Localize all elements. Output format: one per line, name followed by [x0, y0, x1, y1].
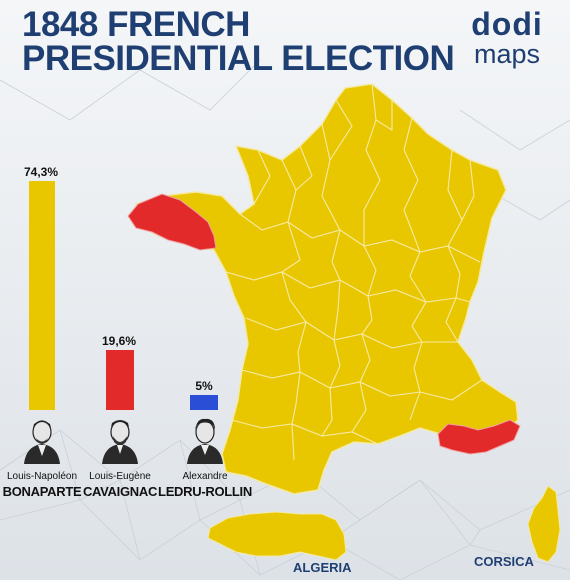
ledru-rollin-first-name: Alexandre: [182, 471, 228, 482]
bonaparte-percent-label: 74,3%: [23, 165, 59, 179]
department-borders: [225, 83, 483, 461]
cavaignac-bar: [106, 350, 134, 410]
cavaignac-percent-label: 19,6%: [101, 334, 137, 348]
cavaignac-portrait: [102, 420, 138, 464]
algeria-map: [207, 511, 347, 561]
corsica-label: CORSICA: [474, 554, 534, 569]
title-line-1: 1848 FRENCH: [22, 5, 250, 44]
bonaparte-last-name: BONAPARTE: [2, 484, 82, 499]
map-title: 1848 FRENCH PRESIDENTIAL ELECTION: [22, 5, 455, 78]
algeria-label: ALGERIA: [293, 560, 352, 575]
brittany-cavaignac-region: [127, 193, 217, 251]
dodi-maps-logo: dodi maps: [462, 8, 552, 68]
provence-cavaignac-region: [437, 419, 521, 455]
title-line-2: PRESIDENTIAL ELECTION: [22, 39, 455, 78]
corsica-map: [527, 485, 561, 563]
bonaparte-bar: [29, 181, 55, 410]
ledru-rollin-last-name: LEDRU-ROLLIN: [158, 484, 252, 499]
ledru-rollin-portrait: [187, 418, 223, 464]
ledru-rollin-bar: [190, 395, 218, 410]
logo-line-2: maps: [473, 39, 541, 69]
ledru-rollin-percent-label: 5%: [195, 379, 213, 393]
bonaparte-portrait: [24, 420, 60, 464]
cavaignac-last-name: CAVAIGNAC: [82, 484, 158, 499]
cavaignac-first-name: Louis-Eugène: [89, 471, 151, 482]
mainland-france: [135, 83, 519, 495]
logo-line-1: dodi: [471, 6, 543, 42]
bonaparte-first-name: Louis-Napoléon: [6, 471, 78, 482]
